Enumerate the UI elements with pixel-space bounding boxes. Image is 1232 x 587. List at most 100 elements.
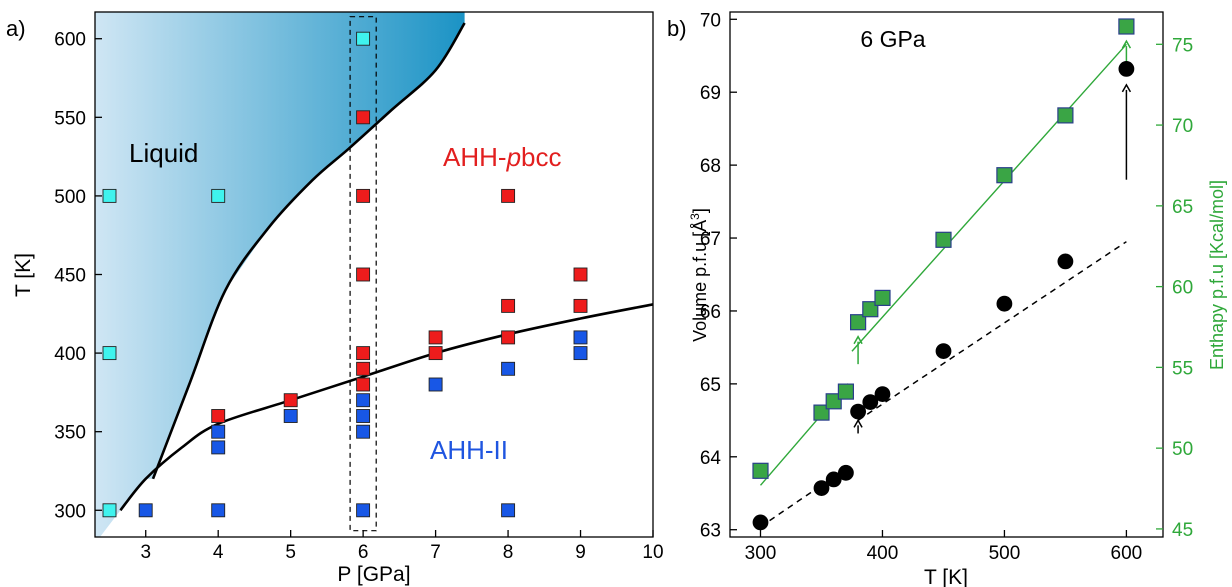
y-tick-label-b: 69 — [700, 83, 721, 104]
x-tick-label-b: 600 — [1111, 543, 1143, 564]
point-ahh-ii — [356, 409, 371, 423]
y-tick-label-b: 66 — [700, 302, 721, 323]
point-volume — [862, 394, 879, 411]
point-ahh-ii — [356, 424, 371, 439]
point-volume — [874, 386, 891, 403]
point-enthalpy — [849, 314, 867, 331]
volume-enthalpy-points — [752, 18, 1135, 531]
point-ahh-pbcc — [428, 346, 443, 361]
arrow-head — [1121, 83, 1132, 93]
point-enthalpy — [935, 231, 952, 248]
region-label-liquid: Liquid — [129, 138, 198, 168]
point-ahh-pbcc — [501, 298, 516, 313]
x-tick-label-a: 8 — [503, 542, 514, 563]
y2-tick-label-b: 45 — [1172, 520, 1193, 541]
fit-line-left — [857, 241, 1127, 421]
point-enthalpy — [825, 393, 842, 410]
point-enthalpy — [874, 289, 891, 306]
liquid-region-fill — [95, 12, 465, 537]
y-tick-label-a: 350 — [54, 423, 86, 444]
point-enthalpy — [1057, 107, 1074, 124]
x-tick-label-b: 300 — [745, 543, 777, 564]
melting-line — [151, 22, 466, 480]
y-tick-label-a: 550 — [54, 108, 86, 129]
y-tick-label-a: 600 — [54, 30, 86, 51]
point-ahh-pbcc — [211, 409, 226, 423]
arrow-head — [1121, 39, 1132, 49]
phase-diagram-panel: 3 4 5 6 7 8 9 10 300 350 400 450 500 550 600 a) P [GPa… — [6, 11, 664, 586]
point-ahh-pbcc — [501, 188, 516, 203]
y2-tick-label-b: 55 — [1172, 358, 1193, 379]
chart-title-b: 6 GPa — [860, 26, 925, 52]
volume-enthalpy-panel: 300 400 500 600 63 64 65 66 67 68 69 70 45 50 55 60 65 70… — [667, 10, 1227, 587]
y2-tick-label-b: 75 — [1172, 35, 1193, 56]
x-axis-label-b: T [K] — [924, 566, 968, 587]
phase-data-points — [102, 31, 588, 518]
y-axis-label-a: T [K] — [12, 253, 35, 297]
point-ahh-ii — [211, 424, 226, 439]
y-tick-label-b: 63 — [700, 521, 721, 542]
y-tick-label-b: 65 — [700, 375, 721, 396]
point-ahh-ii — [356, 503, 371, 518]
point-ahh-ii — [501, 503, 516, 518]
point-enthalpy — [752, 462, 769, 479]
point-liquid — [102, 346, 117, 361]
panel-label-b: b) — [667, 16, 687, 41]
point-ahh-ii — [356, 393, 371, 408]
point-ahh-ii — [211, 503, 226, 518]
point-ahh-ii — [283, 409, 298, 423]
y-axis-label-b: Volume p.f.u [Å3] — [688, 208, 710, 342]
axes-ticks-b: 300 400 500 600 63 64 65 66 67 68 69 70 45 50 55 60 65 70… — [700, 10, 1193, 564]
region-label-pbcc: AHH-pbcc — [443, 142, 562, 172]
arrow-head — [853, 418, 863, 428]
x-tick-label-a: 3 — [140, 542, 151, 563]
point-volume — [813, 480, 830, 497]
point-ahh-pbcc — [501, 330, 516, 345]
point-enthalpy — [996, 167, 1013, 184]
point-ahh-ii — [138, 503, 153, 518]
point-ahh-pbcc — [573, 267, 588, 282]
plot-frame-b — [729, 11, 1164, 538]
y2-tick-label-b: 65 — [1172, 197, 1193, 218]
point-ahh-ii — [573, 330, 588, 345]
liquid-region — [95, 12, 465, 537]
point-volume — [1118, 61, 1135, 77]
point-ahh-pbcc — [356, 346, 371, 361]
region-label-ahh2: AHH-II — [430, 435, 508, 465]
y-tick-label-b: 70 — [700, 10, 721, 31]
y-tick-label-b: 64 — [700, 448, 722, 469]
point-ahh-pbcc — [573, 298, 588, 313]
point-enthalpy — [813, 404, 830, 421]
point-ahh-pbcc — [356, 377, 371, 392]
point-ahh-pbcc — [356, 110, 371, 125]
y2-tick-label-b: 60 — [1172, 278, 1193, 299]
x-tick-label-b: 400 — [867, 543, 899, 564]
point-enthalpy — [837, 383, 855, 400]
x-tick-label-a: 9 — [575, 542, 586, 563]
point-enthalpy — [1118, 18, 1135, 35]
point-ahh-ii — [573, 346, 588, 361]
point-volume — [752, 514, 769, 531]
point-liquid — [102, 503, 117, 518]
point-enthalpy — [862, 301, 879, 318]
x-tick-label-a: 6 — [358, 542, 369, 563]
point-volume — [838, 464, 854, 481]
point-ahh-ii — [211, 440, 226, 455]
point-volume — [1057, 253, 1074, 270]
y-tick-label-a: 400 — [54, 344, 86, 365]
transition-line — [119, 303, 653, 512]
y-tick-label-b: 68 — [700, 156, 721, 177]
x-tick-label-a: 4 — [213, 542, 224, 563]
y-tick-label-a: 500 — [54, 187, 86, 208]
x-tick-label-a: 10 — [642, 542, 663, 563]
x-tick-label-b: 500 — [989, 543, 1021, 564]
point-ahh-pbcc — [356, 267, 371, 282]
panel-label-a: a) — [6, 16, 26, 41]
y-tick-label-a: 450 — [54, 266, 86, 287]
point-volume — [850, 403, 866, 420]
point-liquid — [102, 188, 117, 203]
x-axis-label-a: P [GPa] — [337, 563, 410, 586]
point-volume — [996, 295, 1013, 312]
point-ahh-pbcc — [356, 188, 371, 203]
